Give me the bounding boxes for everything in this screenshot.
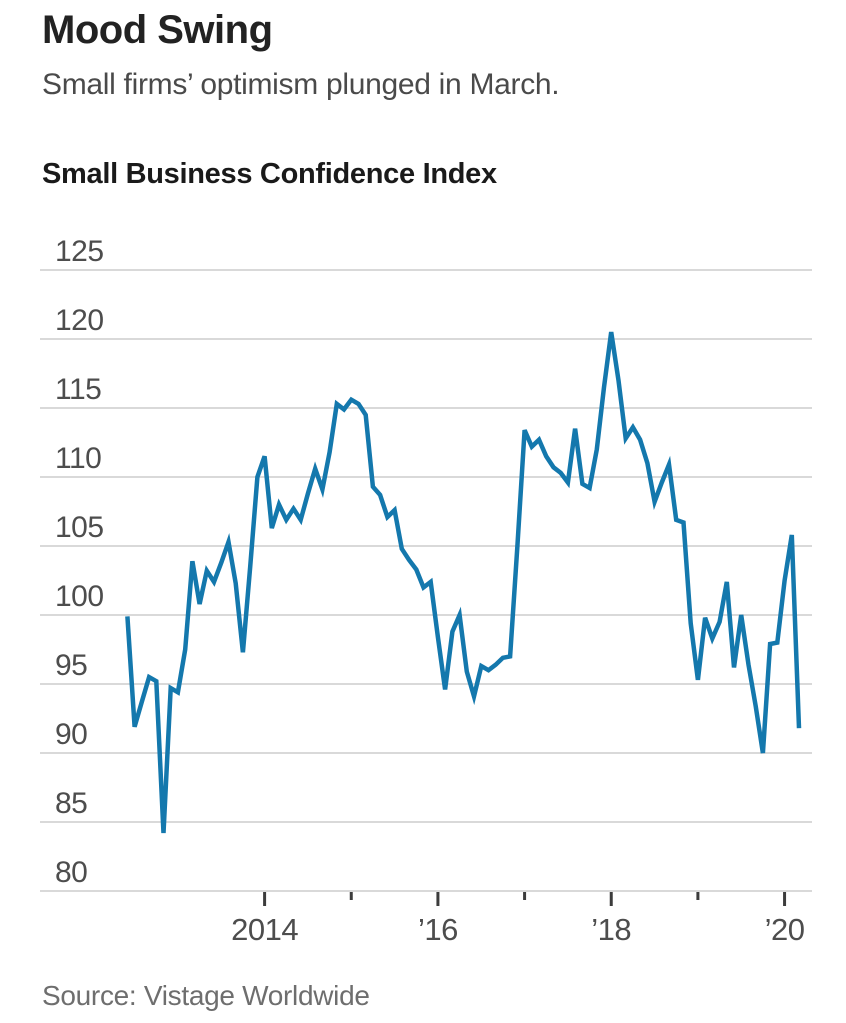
y-axis-label-120: 120 [55,304,104,337]
confidence-line [125,331,802,834]
y-axis-label-90: 90 [55,718,87,751]
page-title: Mood Swing [42,8,273,52]
chart-title: Small Business Confidence Index [42,158,497,190]
y-axis-label-95: 95 [55,649,87,682]
x-axis-label-2020: ’20 [765,912,805,947]
y-axis-label-100: 100 [55,580,104,613]
y-axis-label-115: 115 [55,373,101,406]
x-axis-label-2016: ’16 [418,912,458,947]
y-axis-label-110: 110 [55,442,101,475]
y-axis-label-80: 80 [55,856,87,889]
y-axis-label-105: 105 [55,511,104,544]
y-axis-label-125: 125 [55,235,104,268]
page-subtitle: Small firms’ optimism plunged in March. [42,68,560,101]
source-credit: Source: Vistage Worldwide [42,980,370,1011]
x-axis-label-2018: ’18 [591,912,631,947]
y-axis-label-85: 85 [55,787,87,820]
x-axis-label-2014: 2014 [231,912,298,947]
